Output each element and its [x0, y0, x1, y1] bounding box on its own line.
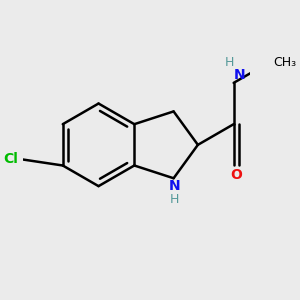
Text: CH₃: CH₃ [274, 56, 297, 69]
Text: N: N [169, 179, 180, 193]
Text: O: O [230, 168, 242, 182]
Text: H: H [170, 193, 179, 206]
Text: N: N [234, 68, 245, 82]
Text: H: H [225, 56, 234, 69]
Text: Cl: Cl [3, 152, 18, 167]
